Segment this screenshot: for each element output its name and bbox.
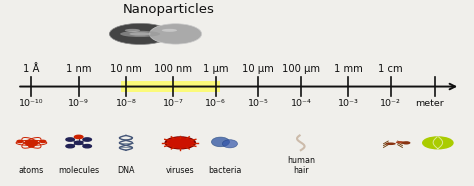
Text: 10⁻¹⁰: 10⁻¹⁰ bbox=[19, 100, 44, 108]
Text: Nanoparticles: Nanoparticles bbox=[123, 4, 214, 17]
Ellipse shape bbox=[222, 140, 237, 148]
Text: 10⁻⁵: 10⁻⁵ bbox=[248, 100, 269, 108]
Text: 1 cm: 1 cm bbox=[378, 64, 403, 74]
Circle shape bbox=[28, 145, 34, 147]
Text: 100 μm: 100 μm bbox=[282, 64, 320, 74]
Text: 10 nm: 10 nm bbox=[110, 64, 142, 74]
Circle shape bbox=[74, 135, 83, 139]
Bar bbox=[121, 81, 220, 92]
Ellipse shape bbox=[211, 137, 229, 147]
Circle shape bbox=[74, 141, 83, 145]
Ellipse shape bbox=[125, 29, 140, 32]
Text: 10⁻⁷: 10⁻⁷ bbox=[163, 100, 183, 108]
Circle shape bbox=[149, 24, 201, 44]
Text: 10⁻⁹: 10⁻⁹ bbox=[68, 100, 89, 108]
Text: atoms: atoms bbox=[19, 166, 44, 175]
Text: 1 Å: 1 Å bbox=[23, 64, 40, 74]
Text: DNA: DNA bbox=[117, 166, 135, 175]
Text: bacteria: bacteria bbox=[209, 166, 242, 175]
Text: 10⁻⁶: 10⁻⁶ bbox=[205, 100, 226, 108]
Circle shape bbox=[83, 138, 91, 141]
Text: 10⁻²: 10⁻² bbox=[380, 100, 401, 108]
Ellipse shape bbox=[162, 29, 177, 32]
Circle shape bbox=[17, 140, 23, 142]
Text: 10 μm: 10 μm bbox=[242, 64, 274, 74]
Circle shape bbox=[402, 141, 410, 145]
Ellipse shape bbox=[129, 32, 151, 36]
Text: 100 nm: 100 nm bbox=[154, 64, 192, 74]
Circle shape bbox=[423, 137, 453, 149]
Text: 10⁻³: 10⁻³ bbox=[337, 100, 358, 108]
Text: meter: meter bbox=[415, 100, 444, 108]
Ellipse shape bbox=[396, 141, 404, 143]
Text: 10⁻⁴: 10⁻⁴ bbox=[291, 100, 311, 108]
Circle shape bbox=[66, 145, 74, 148]
Ellipse shape bbox=[385, 142, 396, 145]
Text: molecules: molecules bbox=[58, 166, 99, 175]
Circle shape bbox=[40, 140, 46, 142]
Text: 1 μm: 1 μm bbox=[203, 64, 228, 74]
Circle shape bbox=[25, 140, 37, 145]
Circle shape bbox=[83, 145, 91, 148]
Circle shape bbox=[66, 138, 74, 141]
Text: 1 mm: 1 mm bbox=[334, 64, 363, 74]
Circle shape bbox=[165, 137, 195, 149]
Ellipse shape bbox=[120, 31, 160, 37]
Text: human
hair: human hair bbox=[287, 156, 315, 175]
Text: 10⁻⁸: 10⁻⁸ bbox=[116, 100, 137, 108]
Circle shape bbox=[167, 138, 193, 148]
Ellipse shape bbox=[109, 23, 171, 44]
Text: 1 nm: 1 nm bbox=[66, 64, 91, 74]
Text: viruses: viruses bbox=[166, 166, 195, 175]
Ellipse shape bbox=[109, 29, 171, 39]
